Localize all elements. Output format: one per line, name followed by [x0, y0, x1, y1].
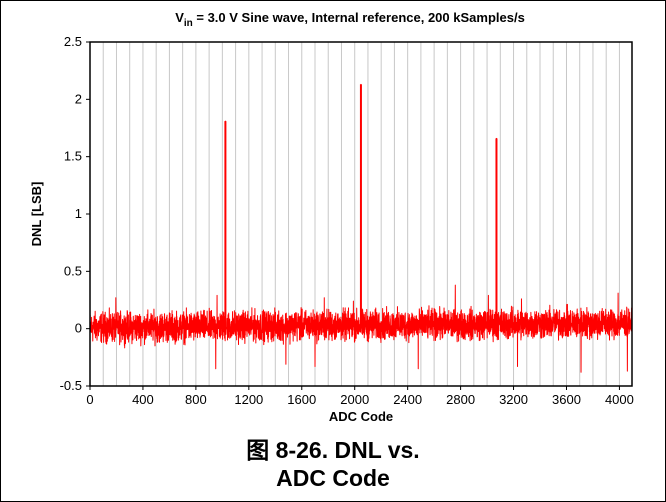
chart-title: Vin = 3.0 V Sine wave, Internal referenc…	[175, 10, 525, 29]
y-tick-label: 0	[75, 321, 82, 336]
x-tick-label: 2800	[446, 392, 475, 407]
x-tick-label: 3600	[552, 392, 581, 407]
y-tick-label: 2.5	[64, 34, 82, 49]
figure-caption-line-1: 图 8-26. DNL vs.	[246, 437, 420, 463]
x-tick-label: 800	[185, 392, 207, 407]
x-tick-label: 1200	[234, 392, 263, 407]
y-tick-label: 2	[75, 91, 82, 106]
x-tick-label: 0	[86, 392, 93, 407]
y-tick-label: 1	[75, 206, 82, 221]
y-axis-ticks: -0.5 0 0.5 1 1.5 2 2.5	[60, 34, 90, 393]
dnl-series	[89, 83, 633, 373]
y-tick-label: 1.5	[64, 149, 82, 164]
x-axis-label: ADC Code	[329, 409, 393, 424]
figure-caption-line-2: ADC Code	[276, 465, 390, 491]
x-tick-label: 400	[132, 392, 154, 407]
x-tick-label: 3200	[499, 392, 528, 407]
y-tick-label: 0.5	[64, 263, 82, 278]
y-axis-label: DNL [LSB]	[29, 182, 44, 247]
y-tick-label: -0.5	[60, 378, 82, 393]
x-tick-label: 4000	[605, 392, 634, 407]
x-axis-ticks: 0 400 800 1200 1600 2000 2400 2800 3200 3600 4000	[86, 386, 634, 407]
x-tick-label: 2400	[393, 392, 422, 407]
x-tick-label: 1600	[287, 392, 316, 407]
x-tick-label: 2000	[340, 392, 369, 407]
